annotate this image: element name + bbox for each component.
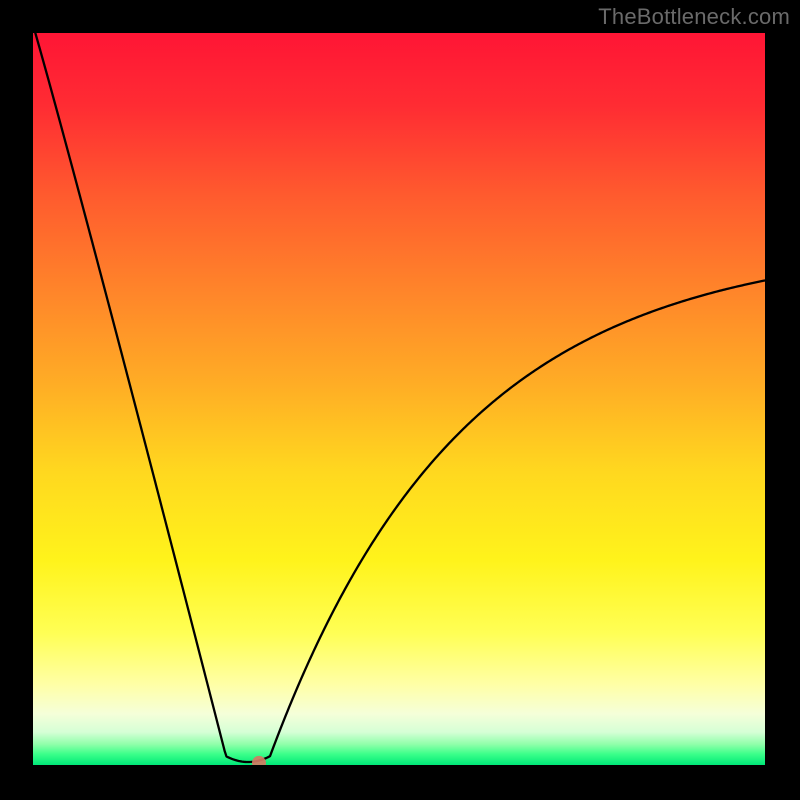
watermark-text: TheBottleneck.com [598, 4, 790, 30]
bottleneck-chart [33, 33, 765, 765]
chart-container: TheBottleneck.com [0, 0, 800, 800]
plot-background [33, 33, 765, 765]
